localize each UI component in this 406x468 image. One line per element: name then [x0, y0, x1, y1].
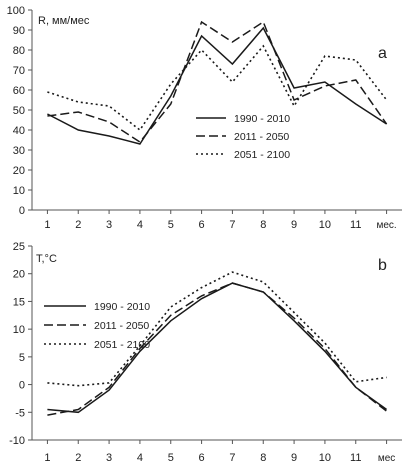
x-tick-label: 8 [260, 219, 266, 231]
x-tick-label: 3 [106, 452, 112, 464]
y-tick-label: -10 [9, 435, 25, 447]
legend-entry-1: 2011 - 2050 [94, 320, 149, 332]
panel-label: b [378, 257, 387, 274]
y-tick-label: 50 [13, 105, 25, 117]
series-line-1 [47, 20, 388, 143]
legend-entry-2: 2051 - 2100 [234, 149, 290, 161]
y-tick-label: 20 [13, 269, 25, 281]
x-tick-label: 11 [350, 452, 361, 464]
x-tick-label: 8 [260, 452, 266, 464]
x-tick-label: 1 [44, 452, 50, 464]
x-tick-label: 6 [199, 452, 205, 464]
y-tick-label: 10 [13, 324, 25, 336]
y-tick-label: 15 [13, 296, 25, 308]
y-tick-label: 40 [13, 125, 25, 137]
series-line-0 [47, 282, 388, 414]
y-tick-label: 80 [13, 45, 25, 57]
y-tick-label: 60 [13, 85, 25, 97]
x-axis-label: мес [378, 453, 395, 464]
series-line-2 [47, 271, 387, 387]
x-tick-label: 2 [75, 452, 81, 464]
runoff-chart-panel: 0 10 20 30 40 50 60 70 80 90 100 1 2 3 4 5 6 7 8 9 10 11 мес. R… [7, 5, 402, 231]
x-tick-label: 10 [319, 452, 331, 464]
x-axis-label: мес. [376, 220, 396, 231]
y-tick-label: 0 [19, 205, 25, 217]
series-line-1 [47, 282, 388, 416]
x-tick-label: 4 [137, 219, 143, 231]
legend-entry-1: 2011 - 2050 [234, 131, 289, 143]
x-tick-label: 7 [229, 219, 235, 231]
x-tick-label: 7 [229, 452, 235, 464]
series-line-0 [47, 26, 388, 145]
temperature-chart-panel: -10 -5 0 5 10 15 20 25 1 2 3 4 5 6 7 8 9 10 11 мес T,°C b 1990… [9, 241, 402, 464]
panel-label: a [378, 45, 387, 62]
x-tick-label: 5 [168, 219, 174, 231]
y-tick-label: 70 [13, 65, 25, 77]
y-tick-label: 90 [13, 25, 25, 37]
legend-entry-0: 1990 - 2010 [94, 301, 150, 313]
legend-entry-0: 1990 - 2010 [234, 113, 290, 125]
y-axis-title: T,°C [36, 253, 57, 265]
x-tick-label: 6 [199, 219, 205, 231]
y-tick-label: 0 [19, 380, 25, 392]
y-tick-label: 10 [13, 185, 25, 197]
x-tick-label: 9 [291, 452, 297, 464]
y-tick-label: 25 [13, 241, 25, 253]
x-tick-label: 3 [106, 219, 112, 231]
y-tick-label: 5 [19, 352, 25, 364]
y-tick-label: 20 [13, 165, 25, 177]
x-tick-label: 1 [44, 219, 50, 231]
series-line-2 [47, 44, 388, 132]
y-tick-label: 100 [7, 5, 25, 17]
x-tick-label: 11 [350, 219, 361, 231]
x-tick-label: 10 [319, 219, 331, 231]
y-tick-label: -5 [15, 407, 25, 419]
y-axis-title: R, мм/мес [38, 15, 90, 27]
y-tick-label: 30 [13, 145, 25, 157]
legend-entry-2: 2051 - 2100 [94, 339, 150, 351]
x-tick-label: 5 [168, 452, 174, 464]
x-tick-label: 9 [291, 219, 297, 231]
x-tick-label: 4 [137, 452, 143, 464]
x-tick-label: 2 [75, 219, 81, 231]
